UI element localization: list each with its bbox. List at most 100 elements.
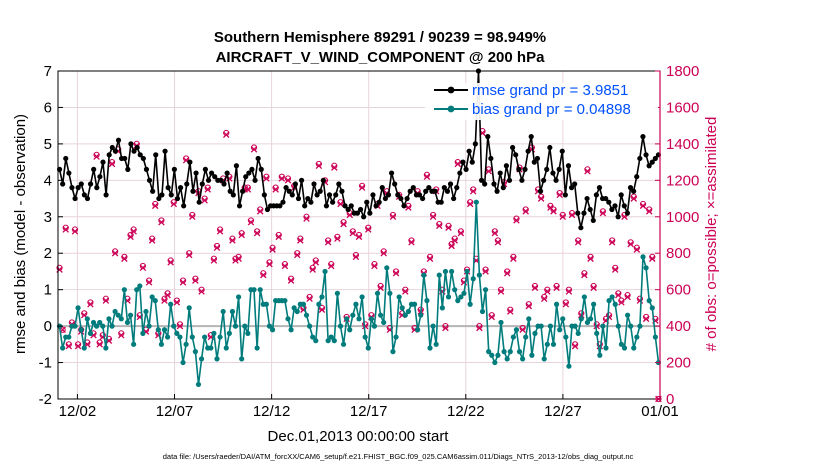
bias-point xyxy=(572,323,578,329)
rmse-point xyxy=(603,195,609,202)
obs-assimilated-marker xyxy=(476,324,483,332)
obs-assimilated-marker xyxy=(170,200,178,208)
bias-point xyxy=(217,334,223,340)
rmse-point xyxy=(370,192,376,198)
bias-point xyxy=(226,330,232,336)
obs-assimilated-marker xyxy=(306,295,313,303)
x-tick-label: 01/01 xyxy=(641,403,679,420)
bias-point xyxy=(374,290,381,296)
obs-assimilated-marker xyxy=(494,239,502,246)
obs-assimilated-marker xyxy=(65,342,73,350)
bias-point xyxy=(97,319,103,326)
rmse-point xyxy=(336,181,342,187)
bias-point xyxy=(597,352,603,358)
legend-bias-label: bias grand pr = 0.04898 xyxy=(472,101,631,118)
rmse-point xyxy=(286,188,292,194)
rmse-point xyxy=(466,148,472,154)
legend-rmse-marker xyxy=(447,86,455,94)
rmse-point xyxy=(115,137,122,143)
bias-point xyxy=(282,298,288,304)
bias-point xyxy=(72,323,78,329)
y2-tick-label: 1200 xyxy=(666,172,699,189)
rmse-point xyxy=(323,203,330,209)
obs-assimilated-marker xyxy=(556,191,563,199)
obs-assimilated-marker xyxy=(550,208,557,215)
bias-point xyxy=(563,334,569,340)
y2-tick-label: 1600 xyxy=(666,99,699,116)
obs-assimilated-marker xyxy=(130,228,137,235)
bias-point xyxy=(467,301,473,307)
obs-assimilated-marker xyxy=(238,231,245,239)
bias-point xyxy=(155,327,161,333)
bias-point xyxy=(424,298,430,304)
bias-point xyxy=(526,316,532,322)
rmse-point xyxy=(103,192,109,198)
bias-point xyxy=(615,323,621,329)
rmse-point xyxy=(454,185,460,191)
rmse-point xyxy=(252,177,258,183)
obs-assimilated-marker xyxy=(62,226,69,233)
obs-assimilated-marker xyxy=(139,264,147,272)
rmse-point xyxy=(513,152,519,158)
obs-assimilated-marker xyxy=(599,209,607,217)
bias-point xyxy=(334,290,340,296)
rmse-point xyxy=(330,199,336,205)
rmse-point xyxy=(317,188,323,194)
bias-point xyxy=(168,301,174,307)
rmse-point xyxy=(398,195,404,202)
obs-assimilated-marker xyxy=(389,213,397,221)
rmse-point xyxy=(249,166,255,172)
obs-assimilated-marker xyxy=(503,270,511,277)
rmse-point xyxy=(305,195,311,202)
rmse-point xyxy=(500,185,506,191)
rmse-point xyxy=(572,181,578,187)
x-tick-label: 12/17 xyxy=(350,403,388,420)
bias-point xyxy=(229,308,236,315)
obs-assimilated-marker xyxy=(192,277,199,284)
bias-point xyxy=(202,334,208,340)
bias-point xyxy=(603,345,609,351)
bias-point xyxy=(195,381,202,388)
rmse-point xyxy=(91,166,97,172)
bias-point xyxy=(285,316,291,322)
rmse-point xyxy=(106,152,112,158)
rmse-point xyxy=(525,148,531,154)
rmse-point xyxy=(171,166,177,172)
obs-assimilated-marker xyxy=(457,229,465,237)
obs-assimilated-marker xyxy=(642,315,650,323)
rmse-point xyxy=(407,188,413,194)
bias-point xyxy=(384,265,390,271)
bias-point xyxy=(131,341,137,347)
rmse-point xyxy=(423,188,429,194)
rmse-point xyxy=(156,195,162,202)
rmse-point xyxy=(63,155,69,162)
bias-point xyxy=(652,334,658,340)
bias-point xyxy=(482,287,489,293)
rmse-point xyxy=(426,185,432,191)
y-tick-label: 5 xyxy=(44,136,52,153)
rmse-point xyxy=(643,152,649,158)
obs-assimilated-marker xyxy=(275,233,282,241)
obs-assimilated-marker xyxy=(324,239,332,246)
rmse-point xyxy=(193,170,199,176)
obs-assimilated-marker xyxy=(337,200,344,208)
bias-point xyxy=(624,312,631,318)
bias-point xyxy=(325,338,331,344)
bias-point xyxy=(609,294,615,300)
obs-assimilated-marker xyxy=(408,239,415,246)
bias-point xyxy=(371,323,378,329)
rmse-point xyxy=(364,199,370,205)
y-tick-label: 6 xyxy=(44,99,52,116)
obs-assimilated-marker xyxy=(451,237,458,244)
rmse-point xyxy=(503,163,509,169)
rmse-point xyxy=(388,170,395,176)
bias-point xyxy=(164,334,171,340)
bias-point xyxy=(513,327,520,333)
obs-assimilated-marker xyxy=(93,153,100,160)
rmse-point xyxy=(444,188,451,194)
obs-assimilated-marker xyxy=(531,284,539,292)
rmse-point xyxy=(457,170,463,176)
obs-assimilated-marker xyxy=(402,288,409,295)
bias-point xyxy=(307,323,313,329)
bias-point xyxy=(198,356,205,362)
